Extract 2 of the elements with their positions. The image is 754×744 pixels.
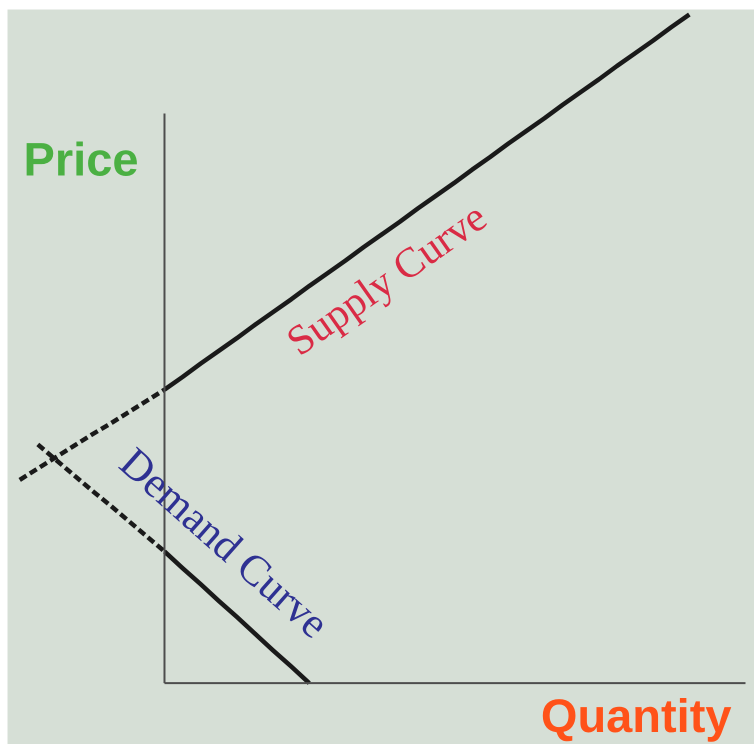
x-axis-title: Quantity: [540, 689, 732, 742]
y-axis-title: Price: [24, 132, 138, 186]
